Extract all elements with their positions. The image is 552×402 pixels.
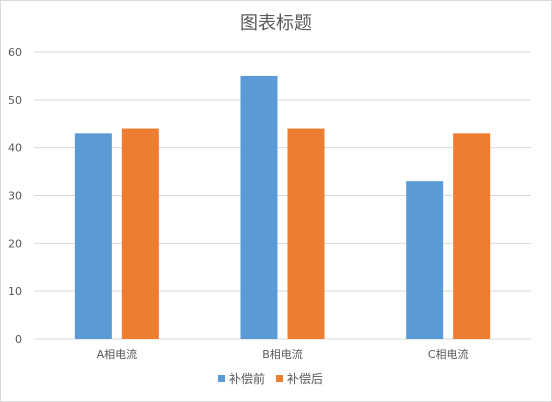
x-tick-label: A相电流 xyxy=(97,347,138,361)
y-tick-label: 50 xyxy=(8,94,22,107)
gridlines xyxy=(34,51,531,340)
y-tick-label: 0 xyxy=(15,333,22,346)
y-tick-label: 20 xyxy=(8,237,22,250)
y-tick-label: 10 xyxy=(8,285,22,298)
y-axis-tick-labels: 0 10 20 30 40 50 60 xyxy=(8,46,22,346)
x-axis-tick-labels: A相电流 B相电流 C相电流 xyxy=(97,347,469,361)
bar-3-series-2 xyxy=(453,133,491,339)
y-tick-label: 30 xyxy=(8,190,22,203)
x-tick-label: C相电流 xyxy=(428,347,469,361)
bar-3-series-1 xyxy=(406,181,444,339)
bar-1-series-2 xyxy=(121,128,159,339)
chart-title: 图表标题 xyxy=(240,13,312,34)
legend-label: 补偿后 xyxy=(287,371,323,386)
y-tick-label: 60 xyxy=(8,46,22,59)
x-tick-label: B相电流 xyxy=(262,347,303,361)
legend-swatch xyxy=(218,375,225,382)
legend-swatch xyxy=(276,375,283,382)
y-tick-label: 40 xyxy=(8,142,22,155)
legend-label: 补偿前 xyxy=(229,371,265,386)
bar-1-series-1 xyxy=(74,133,112,339)
bar-2-series-2 xyxy=(287,128,325,339)
bars xyxy=(74,75,491,340)
bar-2-series-1 xyxy=(240,75,278,340)
legend: 补偿前 补偿后 xyxy=(218,371,323,386)
